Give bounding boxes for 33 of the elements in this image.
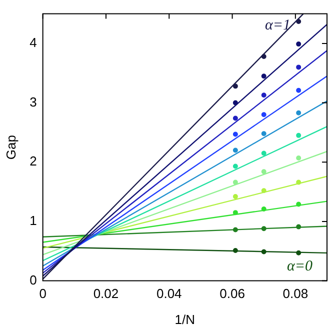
y-tick-label: 2 [30, 154, 37, 169]
y-tick-label: 1 [30, 213, 37, 228]
annotation: α=1 [265, 18, 290, 34]
x-tick-label: 0.04 [156, 286, 182, 302]
point [232, 148, 238, 153]
point [232, 116, 238, 121]
point [232, 194, 238, 200]
x-tick-label: 0.02 [93, 286, 119, 302]
point [296, 110, 302, 116]
point [261, 112, 266, 118]
x-tick-label: 0 [39, 286, 46, 302]
y-tick-label: 4 [30, 35, 37, 50]
point [296, 64, 302, 70]
point [232, 84, 238, 89]
point [261, 92, 266, 98]
y-tick-label: 0 [30, 272, 37, 288]
y-tick-label: 3 [30, 94, 37, 110]
point [296, 88, 302, 93]
point [296, 132, 302, 138]
point [261, 74, 266, 79]
x-tick-label: 0.06 [220, 286, 245, 302]
x-tick-label: 0.08 [282, 286, 308, 302]
x-axis-title: 1/N [174, 312, 196, 327]
y-axis-title: Gap [3, 135, 18, 160]
point [232, 164, 238, 169]
point [261, 169, 266, 174]
point [232, 132, 238, 137]
annotation: α=0 [287, 258, 313, 275]
point [296, 155, 302, 160]
point [232, 180, 238, 185]
point [261, 150, 266, 156]
point [261, 131, 266, 136]
point [296, 42, 302, 47]
